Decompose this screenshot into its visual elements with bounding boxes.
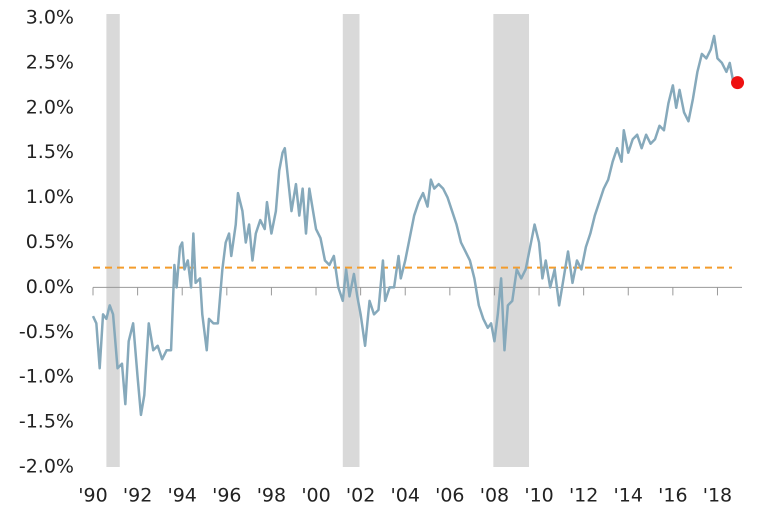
recession-band — [493, 14, 530, 467]
y-tick-label: 2.0% — [26, 96, 74, 118]
recession-band — [342, 14, 360, 467]
x-tick-label: '10 — [524, 485, 553, 507]
x-tick-label: '16 — [658, 485, 687, 507]
x-tick-label: '02 — [346, 485, 375, 507]
x-tick-label: '94 — [168, 485, 197, 507]
y-tick-label: 0.5% — [26, 231, 74, 253]
x-tick-label: '04 — [391, 485, 420, 507]
x-tick-label: '00 — [301, 485, 330, 507]
y-tick-label: 1.5% — [26, 141, 74, 163]
y-tick-label: -2.0% — [19, 456, 74, 478]
y-tick-label: 1.0% — [26, 186, 74, 208]
series-line — [91, 34, 739, 417]
x-tick-label: '96 — [212, 485, 241, 507]
x-tick-label: '08 — [480, 485, 509, 507]
y-tick-label: 3.0% — [26, 7, 74, 29]
x-tick-label: '92 — [123, 485, 152, 507]
y-tick-label: -1.5% — [19, 411, 74, 433]
recession-band — [106, 14, 120, 467]
y-tick-label: 0.0% — [26, 276, 74, 298]
x-tick-label: '12 — [569, 485, 598, 507]
x-tick-label: '18 — [703, 485, 732, 507]
x-tick-label: '98 — [257, 485, 286, 507]
x-tick-label: '90 — [78, 485, 107, 507]
y-tick-label: -1.0% — [19, 366, 74, 388]
x-tick-label: '06 — [435, 485, 464, 507]
y-tick-label: 2.5% — [26, 51, 74, 73]
y-tick-label: -0.5% — [19, 321, 74, 343]
latest-point — [731, 76, 745, 90]
x-tick-label: '14 — [614, 485, 643, 507]
